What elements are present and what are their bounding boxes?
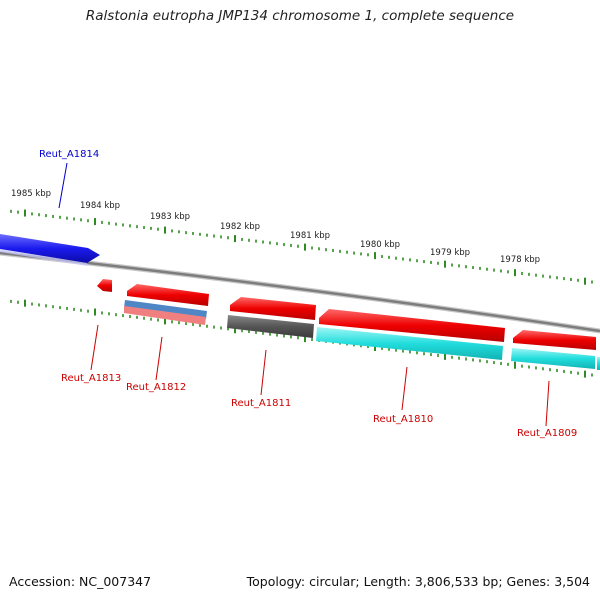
label-leader-reut-a1811 [260, 349, 267, 396]
gene-reut-a1812[interactable] [127, 284, 209, 306]
cds-reut-a1810[interactable] [316, 327, 503, 360]
scale-label: 1980 kbp [360, 240, 400, 250]
gene-label-reut-a1813[interactable]: Reut_A1813 [61, 373, 121, 384]
label-leader-reut-a1809 [545, 380, 550, 427]
cds-reut-a1812[interactable] [124, 300, 207, 325]
gene-reut-a1810[interactable] [319, 309, 505, 342]
gene-label-reut-a1811[interactable]: Reut_A1811 [231, 398, 291, 409]
gene-reut-a1814[interactable] [0, 234, 100, 266]
gene-reut-a1811[interactable] [230, 297, 316, 320]
gene-label-reut-a1814[interactable]: Reut_A1814 [39, 149, 99, 160]
scale-label: 1985 kbp [11, 189, 51, 199]
scale-label: 1979 kbp [430, 248, 470, 258]
accession-label: Accession: NC_007347 [9, 574, 152, 589]
scale-label: 1983 kbp [150, 212, 190, 222]
gene-label-reut-a1810[interactable]: Reut_A1810 [373, 414, 433, 425]
map-title: Ralstonia eutropha JMP134 chromosome 1, … [85, 8, 515, 24]
scale-label: 1982 kbp [220, 222, 260, 232]
label-leader-reut-a1810 [401, 366, 408, 411]
scale-ticks-upper [10, 209, 593, 285]
cds-reut-a1809[interactable] [511, 348, 600, 370]
scale-label: 1981 kbp [290, 231, 330, 241]
gene-label-reut-a1809[interactable]: Reut_A1809 [517, 428, 577, 439]
label-leader-reut-a1813 [90, 324, 99, 371]
scale-label: 1984 kbp [80, 201, 120, 211]
cds-reut-a1811[interactable] [227, 315, 314, 338]
label-leader-reut-a1812 [155, 336, 163, 381]
gene-reut-a1809[interactable] [513, 330, 596, 350]
label-leader-reut-a1814 [58, 162, 68, 209]
topology-label: Topology: circular; Length: 3,806,533 bp… [246, 574, 590, 589]
gene-reut-a1813[interactable] [97, 279, 112, 292]
gene-label-reut-a1812[interactable]: Reut_A1812 [126, 382, 186, 393]
scale-label: 1978 kbp [500, 255, 540, 265]
